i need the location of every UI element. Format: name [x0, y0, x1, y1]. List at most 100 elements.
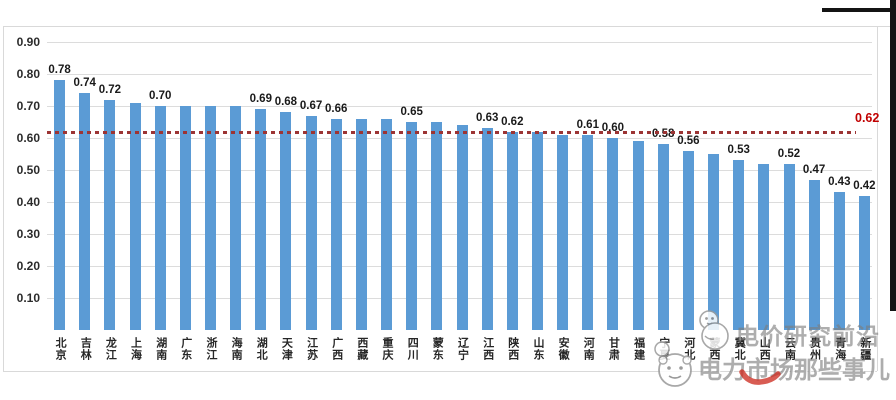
bar: [406, 122, 418, 330]
bar-value-label: 0.68: [274, 96, 298, 109]
bar-value-label: 0.43: [828, 176, 851, 189]
animal-face-mascot-icon: [654, 341, 692, 387]
frame-border-top: [822, 8, 892, 12]
x-axis-label: 龙江: [104, 337, 117, 361]
x-axis-label: 重庆: [381, 337, 393, 361]
x-axis-label: 河北: [682, 337, 695, 361]
bar: [532, 131, 543, 330]
frame-border-right: [890, 0, 896, 311]
bar: [330, 118, 342, 330]
gridline: [47, 42, 872, 43]
bar: [607, 138, 619, 330]
x-axis-label: 冀北: [733, 337, 746, 361]
bar-value-label: 0.42: [853, 179, 876, 192]
x-axis-label: 江苏: [305, 337, 318, 361]
bar: [858, 195, 870, 330]
y-tick-label: 0.80: [16, 67, 40, 81]
y-tick-label: 0.50: [16, 163, 40, 177]
bar-value-label: 0.52: [777, 147, 801, 160]
reference-line-label: 0.62: [855, 111, 880, 125]
bar-value-label: 0.53: [727, 144, 750, 157]
x-axis-label: 海南: [230, 337, 243, 361]
x-axis-label: 上海: [129, 337, 142, 361]
gridline: [47, 106, 872, 107]
plot-border-bottom: [3, 371, 877, 372]
plot-border-left: [3, 26, 4, 371]
bar-value-label: 0.78: [48, 64, 71, 77]
bar: [255, 109, 267, 330]
x-axis-label: 河南: [582, 337, 595, 361]
x-axis-label: 安徽: [557, 337, 570, 361]
chick-mascot-icon: [699, 310, 729, 350]
x-axis-label: 辽宁: [456, 337, 469, 361]
x-axis-label: 江西: [481, 337, 494, 361]
bar-value-label: 0.72: [98, 83, 122, 96]
y-tick-label: 0.20: [16, 259, 40, 273]
red-underline-swoosh: [739, 369, 781, 385]
bar: [104, 99, 116, 330]
x-axis-label: 湖南: [154, 337, 167, 361]
x-axis-label: 广东: [179, 337, 192, 361]
x-axis-label: 北京: [54, 337, 67, 361]
x-axis-label: 云南: [783, 337, 796, 361]
bar: [79, 93, 91, 330]
bar: [205, 106, 216, 330]
watermark-brand2-text: 电力市场那些事儿: [698, 357, 890, 384]
x-axis-label: 四川: [406, 337, 419, 361]
bar: [280, 112, 292, 330]
x-axis-label: 甘肃: [607, 337, 620, 361]
bar: [355, 118, 367, 330]
x-axis-label: 山西: [758, 337, 771, 361]
bar-value-label: 0.67: [299, 99, 323, 112]
x-axis-label: 新疆: [858, 337, 871, 361]
bar: [381, 118, 392, 330]
bar: [305, 115, 317, 330]
bar: [657, 144, 669, 330]
bar: [54, 80, 66, 330]
x-axis-label: 山东: [532, 337, 544, 361]
bar: [808, 179, 820, 330]
bar: [431, 122, 443, 330]
y-tick-label: 0.70: [16, 99, 40, 113]
bar-value-label: 0.65: [400, 106, 423, 118]
bar: [733, 160, 745, 330]
bar: [129, 102, 141, 330]
bar: [230, 106, 242, 330]
bar-value-label: 0.70: [148, 90, 172, 102]
y-tick-label: 0.90: [16, 35, 40, 49]
bar: [154, 106, 166, 330]
y-tick-label: 0.30: [16, 227, 40, 241]
gridline: [47, 74, 872, 75]
bar: [833, 192, 845, 330]
bar: [758, 163, 770, 330]
reference-line: [47, 131, 856, 134]
x-axis-label: 天津: [280, 337, 293, 361]
bar-value-label: 0.56: [677, 134, 700, 147]
bar-value-label: 0.62: [501, 115, 524, 128]
bar: [557, 134, 569, 330]
x-axis-label: 蒙东: [431, 337, 444, 361]
bar: [783, 163, 795, 330]
x-axis-label: 福建: [632, 337, 645, 361]
x-axis-label: 陕西: [506, 337, 519, 361]
bar-value-label: 0.47: [802, 163, 826, 176]
x-axis-label: 青海: [833, 337, 846, 361]
bar: [456, 125, 468, 330]
x-axis-label: 广西: [330, 337, 343, 361]
bar-value-label: 0.63: [475, 112, 499, 125]
x-axis-label: 吉林: [79, 337, 92, 361]
x-axis-label: 湖北: [255, 337, 268, 361]
bar: [632, 141, 644, 330]
plot-border-right: [877, 26, 878, 371]
bar: [481, 128, 493, 330]
x-axis-label: 贵州: [808, 337, 821, 361]
y-tick-label: 0.10: [16, 291, 40, 305]
y-tick-label: 0.60: [16, 131, 40, 145]
y-tick-label: 0.40: [16, 195, 40, 209]
bar-value-label: 0.69: [249, 93, 272, 106]
bar-value-label: 0.61: [576, 118, 599, 131]
bar-value-label: 0.66: [324, 102, 348, 115]
watermark-brand1-text: 电价研究前沿: [736, 323, 880, 349]
bar: [708, 154, 719, 330]
